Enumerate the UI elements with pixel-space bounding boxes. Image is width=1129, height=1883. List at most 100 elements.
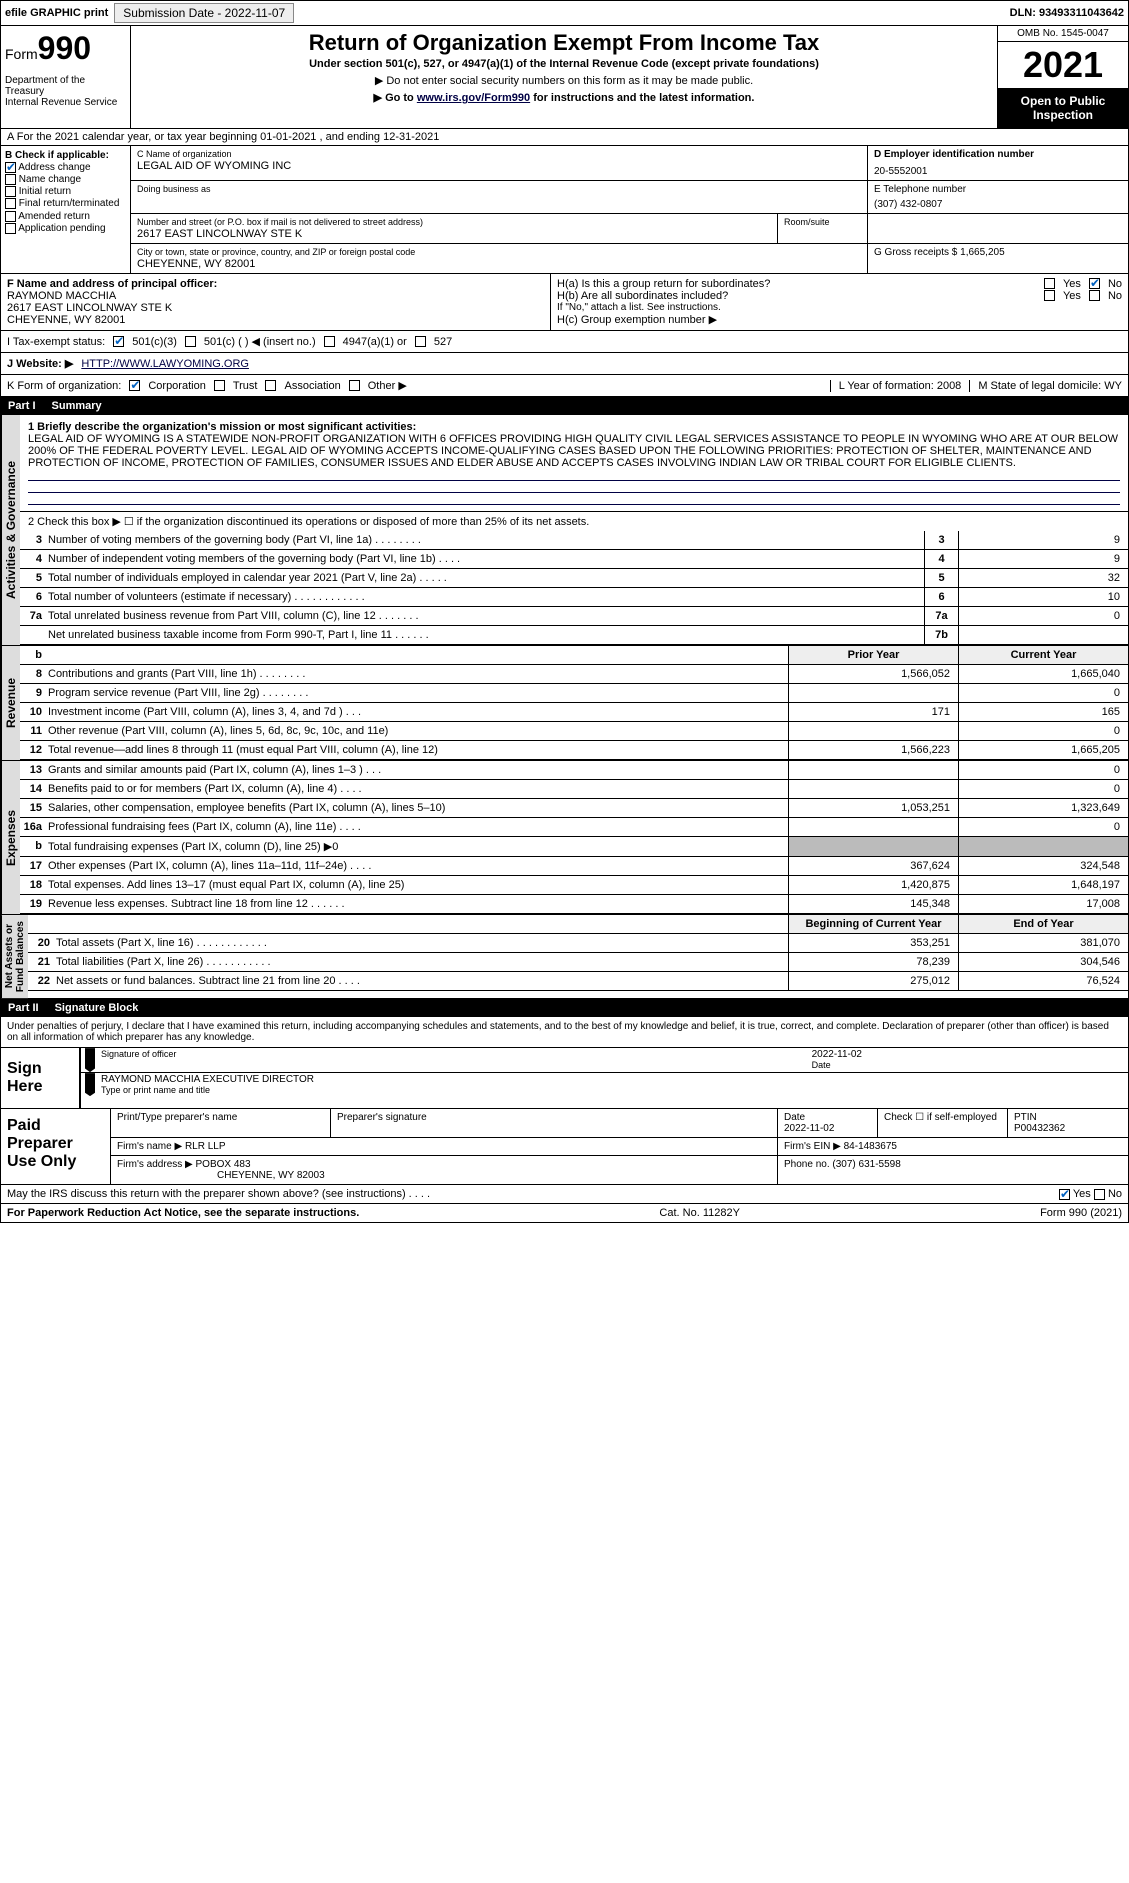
na-hdr-prior: Beginning of Current Year: [788, 915, 958, 933]
exp-rows: 13Grants and similar amounts paid (Part …: [20, 761, 1128, 914]
signature-block: Under penalties of perjury, I declare th…: [0, 1017, 1129, 1185]
part2-header: Part II Signature Block: [0, 999, 1129, 1017]
exp-vert-label: Expenses: [1, 761, 20, 914]
pra-notice: For Paperwork Reduction Act Notice, see …: [7, 1207, 359, 1219]
korg-row: K Form of organization: Corporation Trus…: [0, 375, 1129, 397]
website-link[interactable]: HTTP://WWW.LAWYOMING.ORG: [81, 358, 249, 370]
col-cd: C Name of organization LEGAL AID OF WYOM…: [131, 146, 1128, 273]
fin-row: 21Total liabilities (Part X, line 26) . …: [28, 953, 1128, 972]
chk-app-pending[interactable]: Application pending: [5, 223, 126, 234]
fin-row: 14Benefits paid to or for members (Part …: [20, 780, 1128, 799]
chk-discuss-no[interactable]: [1094, 1189, 1105, 1200]
checkbox-icon: [5, 186, 16, 197]
na-body: Beginning of Current Year End of Year 20…: [28, 915, 1128, 998]
form-footer: Form 990 (2021): [1040, 1207, 1122, 1219]
chk-final-return[interactable]: Final return/terminated: [5, 198, 126, 209]
part1-title: Summary: [52, 400, 102, 412]
blank-line: [28, 495, 1120, 505]
checkbox-icon[interactable]: [1044, 290, 1055, 301]
preparer-grid: Paid Preparer Use Only Print/Type prepar…: [1, 1108, 1128, 1184]
street-label: Number and street (or P.O. box if mail i…: [137, 217, 771, 227]
box-h: H(a) Is this a group return for subordin…: [551, 274, 1128, 330]
dln-label: DLN: 93493311043642: [1010, 7, 1124, 19]
na-rows: 20Total assets (Part X, line 16) . . . .…: [28, 934, 1128, 991]
discuss-row: May the IRS discuss this return with the…: [0, 1185, 1129, 1204]
fin-row: 9Program service revenue (Part VIII, lin…: [20, 684, 1128, 703]
prep-name-hdr: Print/Type preparer's name: [111, 1109, 331, 1137]
chk-assoc[interactable]: [265, 380, 276, 391]
box-c-street: Number and street (or P.O. box if mail i…: [131, 214, 778, 244]
checkbox-icon: [5, 162, 16, 173]
gov-body: 1 Briefly describe the organization's mi…: [20, 415, 1128, 645]
submission-date-button[interactable]: Submission Date - 2022-11-07: [114, 3, 294, 23]
name-label: Type or print name and title: [101, 1085, 1122, 1095]
box-b-label: B Check if applicable:: [5, 150, 126, 161]
box-c-room: Room/suite: [778, 214, 868, 244]
officer-addr1: 2617 EAST LINCOLNWAY STE K: [7, 302, 544, 314]
fin-row: 13Grants and similar amounts paid (Part …: [20, 761, 1128, 780]
chk-other[interactable]: [349, 380, 360, 391]
form-note-1: ▶ Do not enter social security numbers o…: [139, 74, 989, 87]
fin-row: 19Revenue less expenses. Subtract line 1…: [20, 895, 1128, 914]
hdr-prior: Prior Year: [788, 646, 958, 664]
checkbox-icon: [5, 211, 16, 222]
arrow-icon: [85, 1048, 95, 1072]
chk-501c[interactable]: [185, 336, 196, 347]
preparer-body: Print/Type preparer's name Preparer's si…: [111, 1109, 1128, 1184]
form-title: Return of Organization Exempt From Incom…: [139, 30, 989, 56]
checkbox-icon[interactable]: [1089, 290, 1100, 301]
chk-trust[interactable]: [214, 380, 225, 391]
phone-value: (307) 432-0807: [874, 199, 1122, 210]
chk-501c3[interactable]: [113, 336, 124, 347]
rev-rows: 8Contributions and grants (Part VIII, li…: [20, 665, 1128, 760]
gov-row: 3Number of voting members of the governi…: [20, 531, 1128, 550]
chk-4947[interactable]: [324, 336, 335, 347]
ein-value: 20-5552001: [874, 166, 1122, 177]
box-c-city: City or town, state or province, country…: [131, 244, 868, 273]
rev-vert-label: Revenue: [1, 646, 20, 760]
efile-label: efile GRAPHIC print: [5, 7, 108, 19]
chk-discuss-yes[interactable]: [1059, 1189, 1070, 1200]
street-value: 2617 EAST LINCOLNWAY STE K: [137, 228, 771, 240]
mission-lead: 1 Briefly describe the organization's mi…: [28, 421, 1120, 433]
checkbox-icon[interactable]: [1044, 278, 1055, 289]
hb-row: H(b) Are all subordinates included? Yes …: [557, 290, 1122, 302]
chk-corp[interactable]: [129, 380, 140, 391]
checkbox-icon[interactable]: [1089, 278, 1100, 289]
firm-name-row: Firm's name ▶ RLR LLP Firm's EIN ▶ 84-14…: [111, 1138, 1128, 1156]
form-note-2: ▶ Go to www.irs.gov/Form990 for instruct…: [139, 91, 989, 104]
form-header: Form990 Department of the Treasury Inter…: [0, 26, 1129, 129]
fin-row: 18Total expenses. Add lines 13–17 (must …: [20, 876, 1128, 895]
officer-addr2: CHEYENNE, WY 82001: [7, 314, 544, 326]
part1-header: Part I Summary: [0, 397, 1129, 415]
form-subtitle: Under section 501(c), 527, or 4947(a)(1)…: [139, 58, 989, 70]
firm-addr-row: Firm's address ▶ POBOX 483CHEYENNE, WY 8…: [111, 1156, 1128, 1184]
chk-amended[interactable]: Amended return: [5, 211, 126, 222]
box-f: F Name and address of principal officer:…: [1, 274, 551, 330]
website-label: J Website: ▶: [7, 357, 73, 370]
status-row: I Tax-exempt status: 501(c)(3) 501(c) ( …: [0, 331, 1129, 353]
blank-line: [28, 483, 1120, 493]
chk-address-change[interactable]: Address change: [5, 162, 126, 173]
chk-initial-return[interactable]: Initial return: [5, 186, 126, 197]
gov-vert-label: Activities & Governance: [1, 415, 20, 645]
na-hdr-curr: End of Year: [958, 915, 1128, 933]
firm-name-cell: Firm's name ▶ RLR LLP: [111, 1138, 778, 1155]
fin-row: 8Contributions and grants (Part VIII, li…: [20, 665, 1128, 684]
part2-no: Part II: [8, 1002, 39, 1014]
chk-name-change[interactable]: Name change: [5, 174, 126, 185]
sig-fields: Signature of officer 2022-11-02Date RAYM…: [81, 1048, 1128, 1108]
form990-link[interactable]: www.irs.gov/Form990: [417, 92, 530, 104]
form-left: Form990 Department of the Treasury Inter…: [1, 26, 131, 128]
hb-note: If "No," attach a list. See instructions…: [557, 302, 1122, 313]
na-vert-label: Net Assets or Fund Balances: [1, 915, 28, 998]
hdr-b: b: [20, 646, 48, 664]
tax-year-line: A For the 2021 calendar year, or tax yea…: [0, 129, 1129, 146]
discuss-text: May the IRS discuss this return with the…: [7, 1188, 430, 1200]
box-e: E Telephone number (307) 432-0807: [868, 181, 1128, 214]
city-value: CHEYENNE, WY 82001: [137, 258, 861, 270]
box-c-dba: Doing business as: [131, 181, 868, 214]
gov-row: 6Total number of volunteers (estimate if…: [20, 588, 1128, 607]
hc-label: H(c) Group exemption number ▶: [557, 313, 1122, 326]
chk-527[interactable]: [415, 336, 426, 347]
